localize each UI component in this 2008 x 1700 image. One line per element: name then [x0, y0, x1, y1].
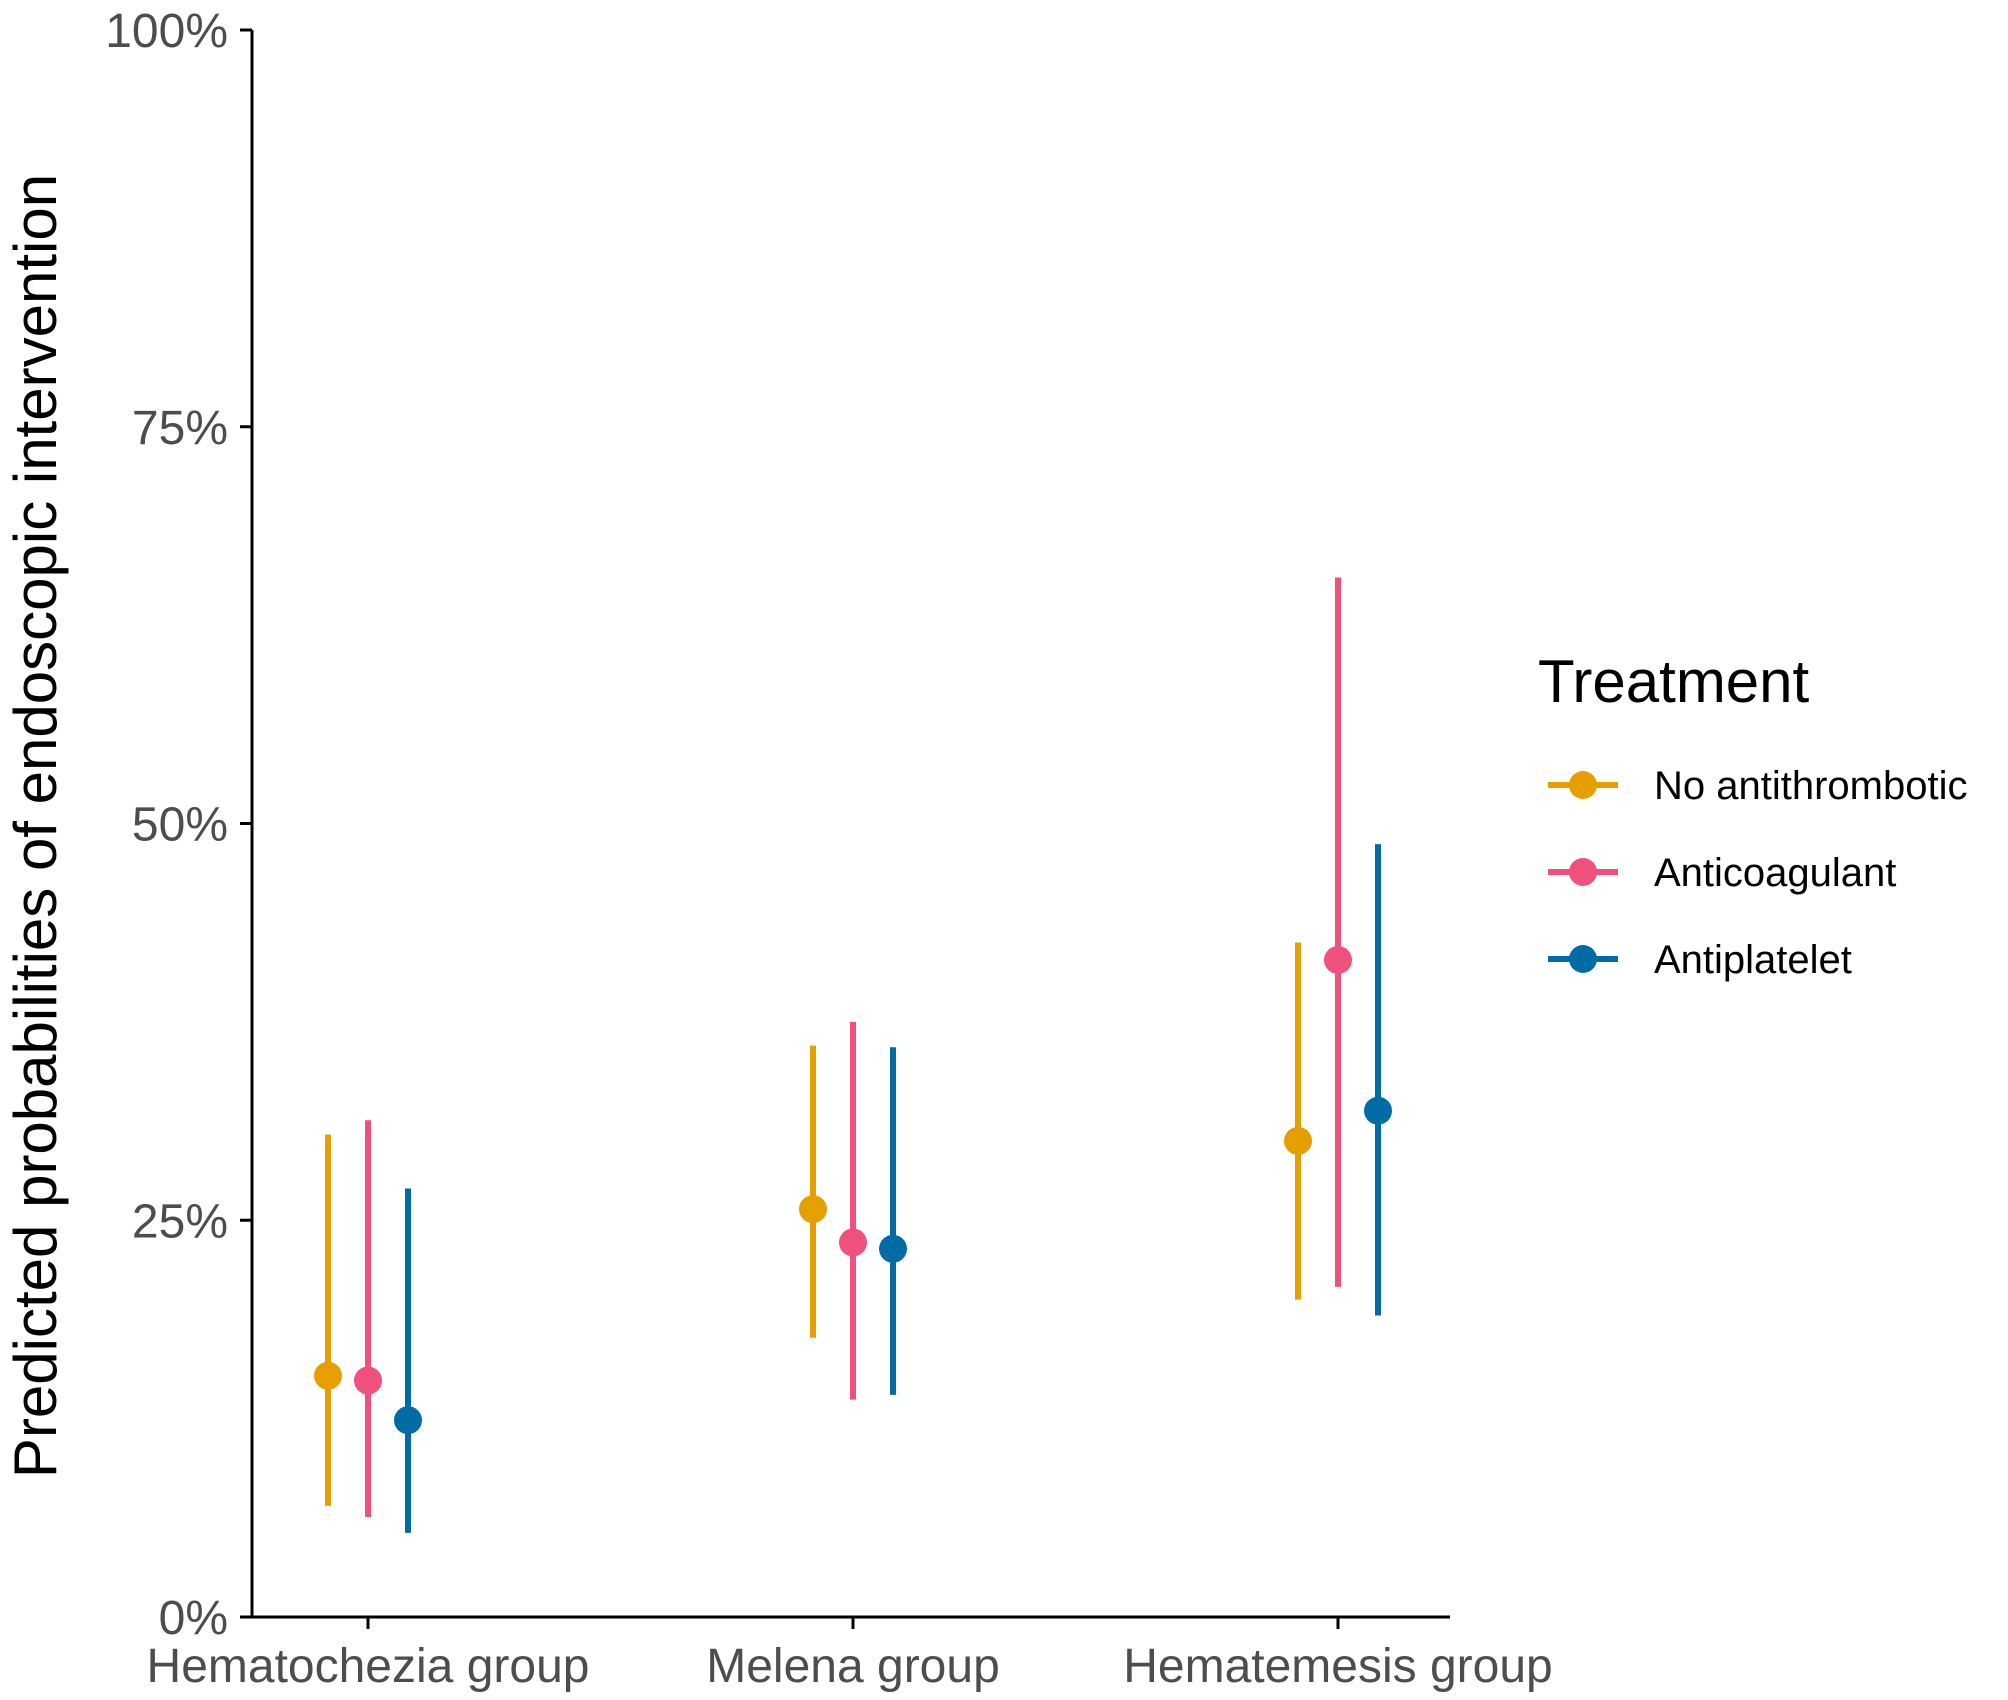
x-axis-ticks: Hematochezia group Melena group Hematemesi… [147, 1617, 1553, 1693]
x-tick-label: Hematochezia group [147, 1640, 590, 1693]
data-point [314, 1361, 342, 1390]
x-tick-label: Melena group [706, 1640, 1000, 1693]
data-point [1364, 1096, 1392, 1125]
y-tick-label: 50% [132, 799, 228, 852]
series-no-antithrombotic [314, 942, 1312, 1506]
series-anticoagulant [354, 577, 1352, 1518]
series-antiplatelet [394, 844, 1392, 1533]
plot-area [314, 577, 1392, 1533]
x-tick-label: Hematemesis group [1123, 1640, 1553, 1693]
data-point [354, 1366, 382, 1395]
y-tick-label: 100% [105, 5, 228, 58]
legend-key [1548, 771, 1618, 799]
legend-key-point [1569, 945, 1597, 973]
data-point [839, 1228, 867, 1257]
legend-key-point [1569, 771, 1597, 799]
data-point [394, 1406, 422, 1435]
y-tick-label: 0% [159, 1592, 228, 1645]
data-point [879, 1234, 907, 1263]
y-axis-title: Predicted probabilities of endoscopic in… [2, 174, 69, 1478]
data-point [1284, 1126, 1312, 1155]
y-axis-ticks: 0% 25% 50% 75% 100% [105, 5, 252, 1645]
legend-title: Treatment [1538, 648, 1810, 715]
legend-label: Antiplatelet [1654, 938, 1852, 982]
legend-key [1548, 945, 1618, 973]
data-point [1324, 945, 1352, 974]
y-tick-label: 25% [132, 1195, 228, 1248]
legend-label: No antithrombotic [1654, 764, 1967, 808]
legend-label: Anticoagulant [1654, 851, 1896, 895]
data-point [799, 1195, 827, 1224]
legend: Treatment No antithrombotic Anticoagulant… [1538, 648, 1967, 982]
legend-key-point [1569, 858, 1597, 886]
legend-key [1548, 858, 1618, 886]
y-tick-label: 75% [132, 402, 228, 455]
